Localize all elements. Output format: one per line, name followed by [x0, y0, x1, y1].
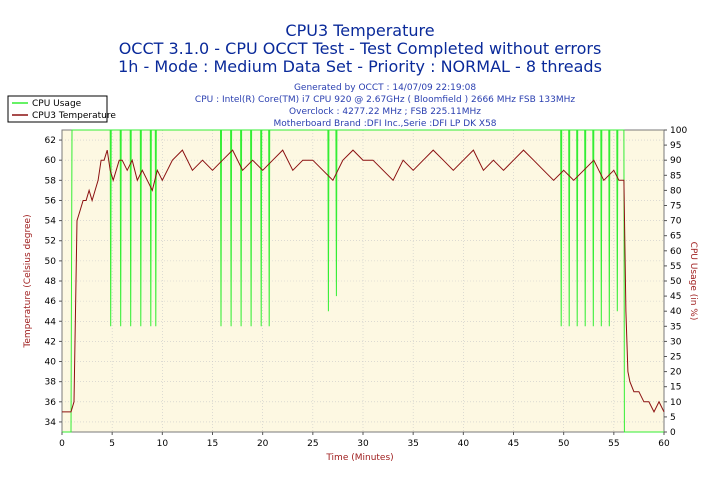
y2-tick-label: 70	[670, 217, 682, 227]
y2-tick-label: 40	[670, 307, 682, 317]
y-tick-label: 48	[45, 277, 57, 287]
y2-tick-label: 55	[670, 262, 681, 272]
y-tick-label: 62	[45, 136, 56, 146]
y-tick-label: 46	[45, 297, 57, 307]
x-tick-label: 60	[658, 439, 670, 449]
y-tick-label: 56	[45, 196, 57, 206]
x-tick-label: 25	[307, 439, 318, 449]
x-tick-label: 35	[407, 439, 418, 449]
y2-tick-label: 35	[670, 322, 681, 332]
y2-tick-label: 15	[670, 383, 681, 393]
motherboard-info: Motherboard Brand :DFI Inc.,Serie :DFI L…	[273, 119, 496, 129]
legend-label-cpu-usage: CPU Usage	[32, 99, 82, 109]
y2-tick-label: 25	[670, 353, 681, 363]
y2-tick-label: 10	[670, 398, 682, 408]
y2-tick-label: 85	[670, 171, 681, 181]
y2-tick-label: 95	[670, 141, 681, 151]
cpu-temperature-series	[62, 149, 665, 414]
y2-tick-label: 30	[670, 337, 682, 347]
overclock-info: Overclock : 4277.22 MHz ; FSB 225.11MHz	[289, 107, 481, 117]
x-tick-label: 55	[608, 439, 619, 449]
y-tick-label: 54	[45, 217, 57, 227]
y2-tick-label: 50	[670, 277, 682, 287]
y-tick-label: 58	[45, 176, 57, 186]
y2-tick-label: 100	[670, 126, 687, 136]
y2-axis-label: CPU Usage (in %)	[688, 242, 698, 321]
x-tick-label: 50	[558, 439, 570, 449]
cpu-usage-line	[62, 129, 664, 433]
y-tick-label: 38	[45, 378, 57, 388]
x-tick-label: 15	[207, 439, 218, 449]
grid-lines	[62, 130, 664, 432]
y-axis-label: Temperature (Celsius degree)	[23, 214, 33, 348]
cpu-temperature-line	[62, 149, 665, 414]
cpu-usage-series	[62, 129, 664, 433]
y2-tick-label: 0	[670, 428, 676, 438]
y2-tick-label: 45	[670, 292, 681, 302]
generated-info: Generated by OCCT : 14/07/09 22:19:08	[294, 83, 476, 93]
x-tick-label: 20	[257, 439, 269, 449]
y-tick-label: 40	[45, 358, 57, 368]
cpu-info: CPU : Intel(R) Core(TM) i7 CPU 920 @ 2.6…	[195, 95, 575, 105]
chart-subtitle-1: OCCT 3.1.0 - CPU OCCT Test - Test Comple…	[119, 39, 602, 58]
chart-subtitle-2: 1h - Mode : Medium Data Set - Priority :…	[118, 57, 602, 76]
y2-tick-label: 20	[670, 368, 682, 378]
y-tick-label: 34	[45, 418, 57, 428]
x-tick-label: 45	[508, 439, 519, 449]
legend: CPU Usage CPU3 Temperature	[7, 95, 116, 123]
legend-label-cpu-temperature: CPU3 Temperature	[32, 111, 116, 121]
y2-tick-label: 60	[670, 247, 682, 257]
y-tick-label: 44	[45, 317, 57, 327]
axis-ticks: 0 5 10 15 20 25 30 35 40 45 50 55 603436384042444648…	[45, 126, 688, 449]
x-tick-label: 10	[157, 439, 169, 449]
y-tick-label: 60	[45, 156, 57, 166]
x-tick-label: 5	[109, 439, 115, 449]
y2-tick-label: 80	[670, 186, 682, 196]
x-tick-label: 40	[458, 439, 470, 449]
y-tick-label: 52	[45, 237, 56, 247]
legend-box	[7, 95, 108, 123]
y-tick-label: 42	[45, 337, 56, 347]
y2-tick-label: 5	[670, 413, 676, 423]
x-axis-label: Time (Minutes)	[325, 453, 393, 463]
x-tick-label: 30	[357, 439, 369, 449]
x-tick-label: 0	[59, 439, 65, 449]
y-tick-label: 50	[45, 257, 57, 267]
chart-title: CPU3 Temperature	[285, 21, 434, 40]
y2-tick-label: 75	[670, 202, 681, 212]
y-tick-label: 36	[45, 398, 57, 408]
y2-tick-label: 65	[670, 232, 681, 242]
y2-tick-label: 90	[670, 156, 682, 166]
